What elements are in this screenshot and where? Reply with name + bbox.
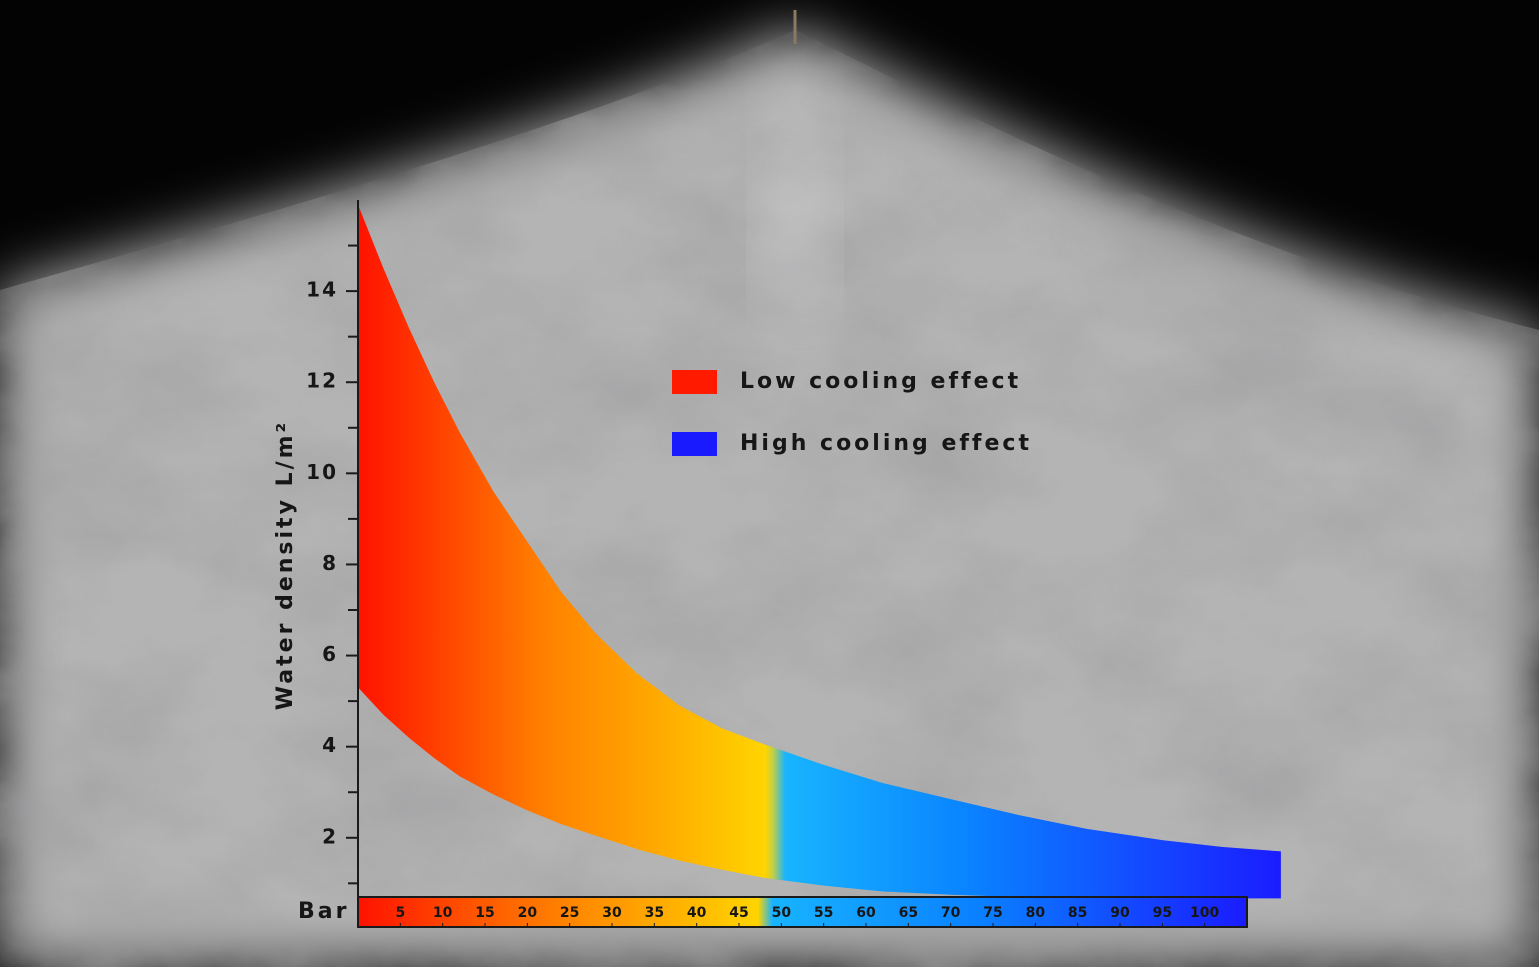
- x-tick-label: 45: [729, 905, 748, 921]
- x-tick-label: 80: [1026, 905, 1046, 921]
- x-tick-label: 95: [1153, 905, 1172, 921]
- x-tick-label: 100: [1190, 905, 1219, 921]
- y-tick-label: 8: [322, 551, 338, 575]
- x-tick-label: 50: [772, 905, 792, 921]
- x-tick-label: 10: [433, 905, 453, 921]
- x-tick-label: 90: [1110, 905, 1130, 921]
- x-tick-label: 70: [941, 905, 961, 921]
- legend-label: High cooling effect: [740, 431, 1032, 456]
- x-tick-label: 20: [518, 905, 538, 921]
- y-tick-label: 12: [306, 369, 338, 393]
- page: {"chart_data": { "type": "band", "y_labe…: [0, 0, 1539, 967]
- x-tick-label: 40: [687, 905, 707, 921]
- y-tick-label: 10: [306, 460, 338, 484]
- legend-swatch: [672, 370, 717, 394]
- y-tick-label: 4: [322, 733, 338, 757]
- legend-label: Low cooling effect: [740, 369, 1021, 394]
- x-tick-label: 15: [475, 905, 494, 921]
- x-tick-label: 25: [560, 905, 579, 921]
- x-tick-label: 55: [814, 905, 833, 921]
- x-tick-label: 5: [395, 905, 405, 921]
- chart: 2 4 6 8 10 12 14 Water density L/m² Bar 5 10 15 20 25…: [0, 0, 1539, 967]
- y-tick-label: 14: [306, 278, 338, 302]
- x-tick-label: 65: [899, 905, 918, 921]
- y-axis-label: Water density L/m²: [273, 420, 298, 710]
- x-axis-label: Bar: [298, 899, 349, 924]
- x-tick-label: 35: [645, 905, 664, 921]
- x-tick-label: 75: [983, 905, 1002, 921]
- x-tick-label: 85: [1068, 905, 1087, 921]
- x-tick-label: 60: [856, 905, 876, 921]
- legend-swatch: [672, 432, 717, 456]
- x-tick-label: 30: [602, 905, 622, 921]
- y-tick-label: 6: [322, 642, 338, 666]
- y-tick-label: 2: [322, 824, 338, 848]
